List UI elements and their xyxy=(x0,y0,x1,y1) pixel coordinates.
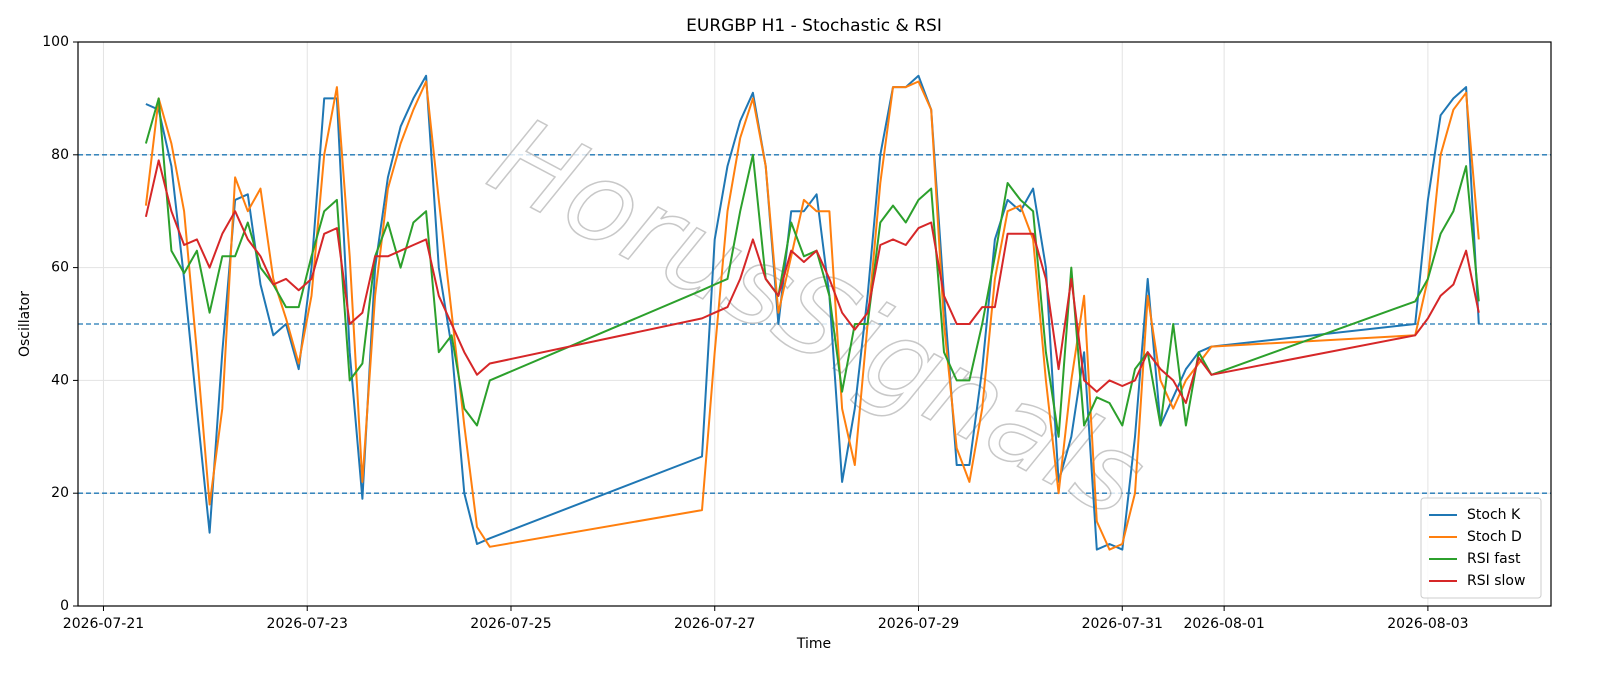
y-tick-label: 40 xyxy=(51,372,69,388)
x-tick-label: 2026-08-01 xyxy=(1183,616,1264,632)
y-tick-label: 60 xyxy=(51,260,69,276)
x-axis-label: Time xyxy=(796,636,831,652)
series-line xyxy=(145,74,1480,551)
chart-title: EURGBP H1 - Stochastic & RSI xyxy=(686,16,942,36)
plot-frame xyxy=(77,41,1552,607)
x-tick-label: 2026-07-21 xyxy=(63,616,144,632)
x-tick-label: 2026-07-29 xyxy=(878,616,959,632)
legend-label: Stoch D xyxy=(1467,529,1522,545)
series-line xyxy=(144,159,1480,404)
y-tick-label: 0 xyxy=(60,598,69,614)
legend-label: RSI slow xyxy=(1467,573,1525,589)
legend-label: RSI fast xyxy=(1467,551,1521,567)
legend-box xyxy=(1420,497,1542,599)
y-tick-label: 20 xyxy=(51,485,69,501)
legend-label: Stoch K xyxy=(1467,507,1521,523)
y-axis-label: Oscillator xyxy=(17,291,33,357)
series-line xyxy=(144,80,1480,551)
x-tick-label: 2026-07-23 xyxy=(267,616,348,632)
x-tick-label: 2026-08-03 xyxy=(1387,616,1468,632)
x-tick-label: 2026-07-31 xyxy=(1082,616,1163,632)
x-tick-label: 2026-07-27 xyxy=(674,616,755,632)
x-tick-label: 2026-07-25 xyxy=(470,616,551,632)
y-tick-label: 80 xyxy=(51,147,69,163)
y-tick-label: 100 xyxy=(42,34,69,50)
